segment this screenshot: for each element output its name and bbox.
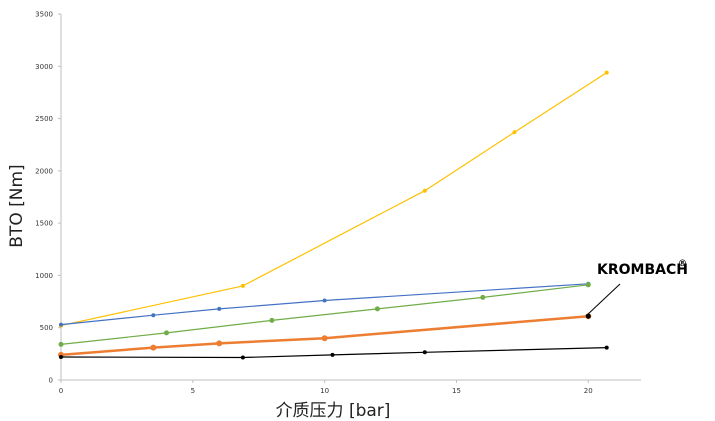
y-tick-label: 0 (49, 377, 53, 385)
data-point (374, 306, 380, 312)
series-layer (58, 70, 609, 360)
data-point (151, 313, 156, 318)
callout-registered-mark: ® (678, 259, 687, 269)
data-point (585, 282, 591, 288)
y-tick-label: 1000 (35, 272, 53, 280)
x-tick-label: 20 (584, 387, 593, 395)
annotation-layer: KROMBACH ® (585, 259, 688, 319)
data-point (240, 355, 245, 360)
y-tick-label: 2500 (35, 115, 53, 123)
callout-anchor-dot (585, 313, 591, 319)
data-point (59, 355, 63, 359)
series-4 (59, 345, 609, 360)
series-line (60, 284, 589, 345)
axes: 0 5 10 15 20 0 500 1000 1500 2000 2500 3000 3500 (35, 11, 641, 395)
data-point (322, 298, 327, 303)
data-point (269, 317, 275, 323)
data-point (604, 70, 609, 75)
x-tick-label: 0 (59, 387, 63, 395)
x-tick-label: 15 (452, 387, 461, 395)
data-point (512, 130, 517, 135)
data-point (150, 344, 157, 351)
y-tick-label: 500 (40, 324, 53, 332)
y-tick-label: 1500 (35, 220, 53, 228)
y-tick-label: 2000 (35, 167, 53, 175)
data-point (217, 306, 222, 311)
series-0 (59, 70, 609, 328)
y-axis-title: BTO [Nm] (7, 164, 27, 247)
data-point (58, 341, 64, 347)
data-point (480, 294, 486, 300)
data-point (321, 335, 328, 342)
data-point (330, 352, 335, 357)
series-line (60, 283, 589, 326)
series-3 (58, 313, 592, 358)
callout-leader-line (585, 283, 621, 317)
data-point (604, 345, 609, 350)
series-1 (59, 281, 591, 327)
data-point (59, 322, 63, 327)
data-point (422, 350, 427, 355)
data-point (240, 283, 245, 288)
x-tick-label: 5 (191, 387, 195, 395)
y-tick-label: 3500 (35, 11, 53, 19)
data-point (164, 330, 169, 336)
x-axis-title: 介质压力 [bar] (276, 401, 391, 421)
series-2 (58, 282, 591, 347)
y-tick-label: 3000 (35, 63, 53, 71)
data-point (422, 188, 427, 193)
x-tick-label: 10 (320, 387, 329, 395)
callout-label: KROMBACH (597, 262, 688, 278)
data-point (216, 340, 223, 347)
